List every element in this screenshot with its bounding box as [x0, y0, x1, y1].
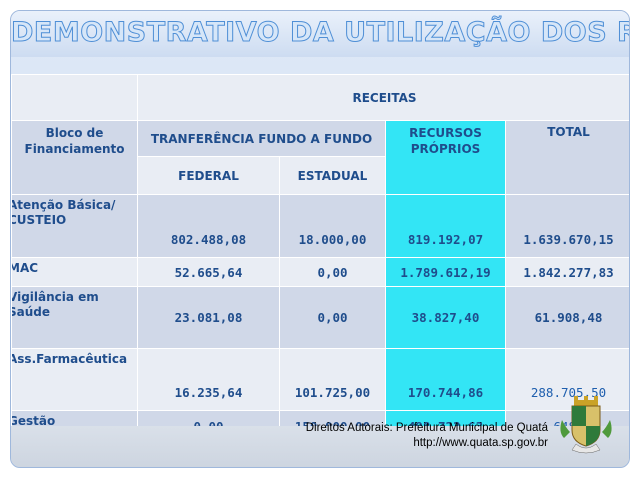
cell-federal: 0,00	[137, 410, 280, 426]
title-bar: DEMONSTRATIVO DA UTILIZAÇÃO DOS RECURSOS	[11, 11, 629, 57]
table-row: MAC 52.665,64 0,00 1.789.612,19 1.842.27…	[11, 257, 629, 287]
cell-estadual: 101.725,00	[279, 348, 386, 411]
cell-total: 61.908,48	[504, 286, 629, 349]
row-label: MAC	[13, 261, 39, 275]
table-row: Vigilância em Saúde 23.081,08 0,00 38.82…	[11, 286, 629, 349]
corner-cell	[11, 74, 138, 121]
cell-estadual: 150.000,00	[279, 410, 386, 426]
cell-federal: 16.235,64	[137, 348, 280, 411]
footer-strip	[11, 426, 629, 467]
table-row: Atenção Básica/ CUSTEIO 802.488,08 18.00…	[11, 194, 629, 258]
cell-federal: 52.665,64	[137, 257, 280, 287]
copyright-line: Direitos Autorais: Prefeitura Municipal …	[305, 422, 548, 434]
slide-title: DEMONSTRATIVO DA UTILIZAÇÃO DOS RECURSOS	[11, 17, 629, 49]
cell-total: 1.842.277,83	[504, 257, 629, 287]
cell-federal: 802.488,08	[137, 194, 280, 258]
cell-federal: 23.081,08	[137, 286, 280, 349]
copyright-notice: Direitos Autorais: Prefeitura Municipal …	[306, 421, 548, 451]
cell-proprios: 819.192,07	[385, 194, 506, 258]
row-label: Vigilância em Saúde	[11, 290, 99, 319]
row-label: Ass.Farmacêutica	[11, 352, 128, 366]
cell-estadual: 0,00	[279, 257, 386, 287]
resources-table-container: RECEITAS Bloco de Financiamento TRANFERÊ…	[11, 74, 629, 426]
cell-proprios: 38.827,40	[385, 286, 506, 349]
cell-total: 288.705,50	[504, 348, 629, 411]
slide: DEMONSTRATIVO DA UTILIZAÇÃO DOS RECURSOS…	[10, 10, 630, 468]
row-label: Gestão	[11, 414, 56, 426]
header-federal: FEDERAL	[137, 156, 280, 195]
cell-proprios: 498.723,63	[385, 410, 506, 426]
resources-table: RECEITAS Bloco de Financiamento TRANFERÊ…	[11, 74, 629, 426]
header-estadual: ESTADUAL	[279, 156, 386, 195]
cell-proprios: 1.789.612,19	[385, 257, 506, 287]
cell-estadual: 18.000,00	[279, 194, 386, 258]
header-recursos-proprios: RECURSOS PRÓPRIOS	[385, 120, 506, 195]
cell-proprios: 170.744,86	[385, 348, 506, 411]
website-link[interactable]: http://www.quata.sp.gov.br	[413, 437, 548, 449]
row-label: Atenção Básica/ CUSTEIO	[11, 198, 116, 227]
header-transferencia: TRANFERÊNCIA FUNDO A FUNDO	[137, 120, 386, 157]
table-row: Ass.Farmacêutica 16.235,64 101.725,00 17…	[11, 348, 629, 411]
header-receitas: RECEITAS	[136, 74, 629, 121]
cell-estadual: 0,00	[279, 286, 386, 349]
header-bloco: Bloco de Financiamento	[11, 120, 138, 195]
cell-total: 1.639.670,15	[504, 194, 629, 258]
header-total: TOTAL	[504, 120, 629, 195]
municipal-crest-icon	[560, 396, 612, 454]
